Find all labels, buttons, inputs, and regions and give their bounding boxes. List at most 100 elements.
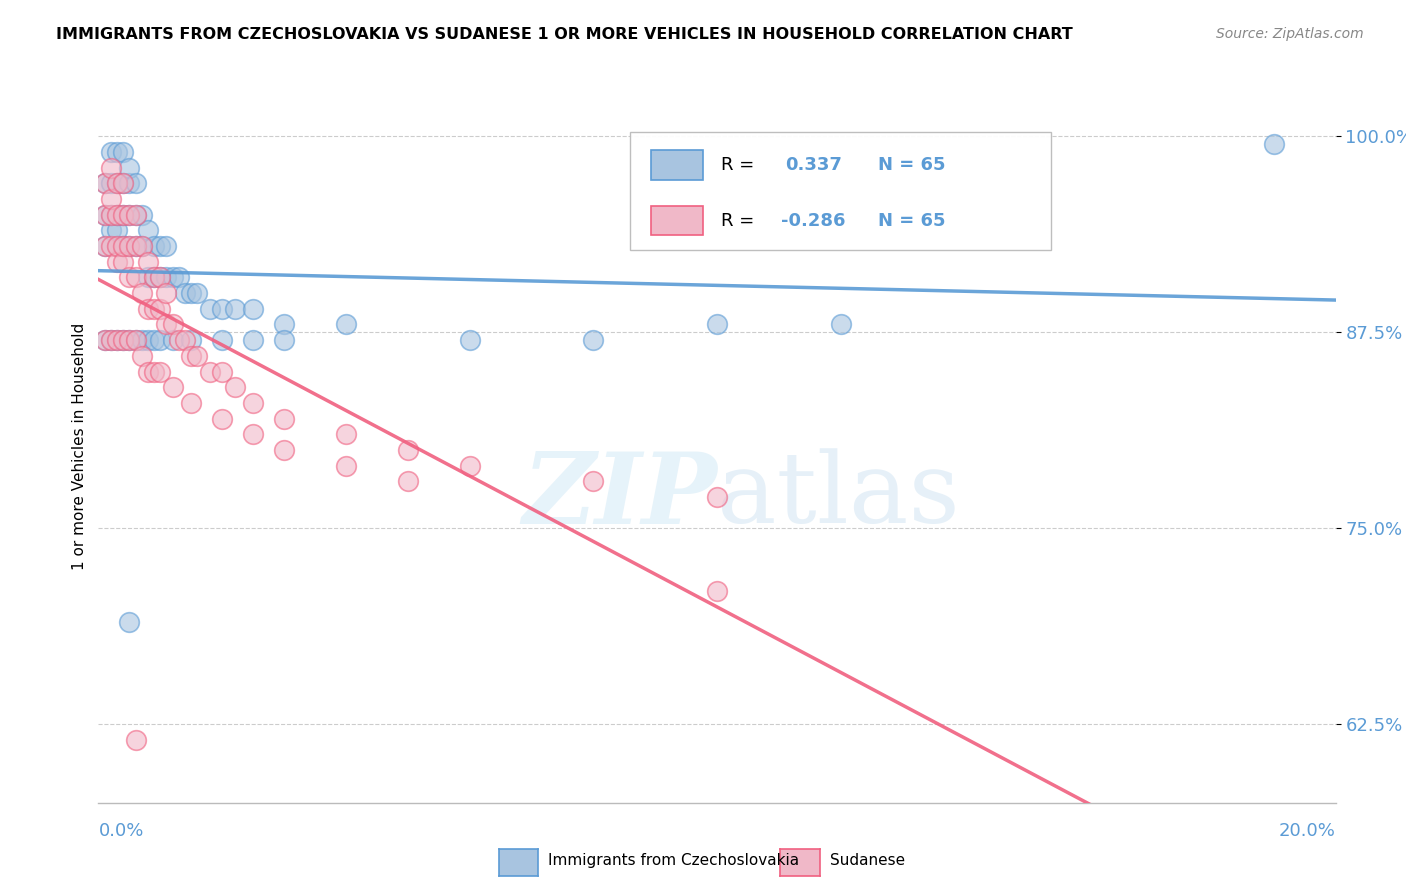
Point <box>93 176 115 190</box>
Point <box>830 318 852 332</box>
Point <box>112 239 135 253</box>
Point <box>112 176 135 190</box>
Point <box>131 239 153 253</box>
Point <box>124 333 146 347</box>
Point <box>1263 137 1285 152</box>
Point <box>149 301 172 316</box>
Point <box>458 458 481 473</box>
Point <box>582 475 605 489</box>
Point <box>143 270 166 285</box>
Point <box>273 442 295 457</box>
Point <box>112 239 135 253</box>
Point <box>105 176 128 190</box>
Point <box>100 176 122 190</box>
Point <box>180 286 202 301</box>
Text: Sudanese: Sudanese <box>830 854 904 868</box>
Point <box>155 318 177 332</box>
Text: 0.337: 0.337 <box>785 156 842 174</box>
Point <box>706 584 728 599</box>
Bar <box>651 205 703 235</box>
Point <box>211 301 233 316</box>
Point <box>105 333 128 347</box>
Point <box>105 239 128 253</box>
Point <box>149 333 172 347</box>
Point <box>112 176 135 190</box>
Point <box>112 145 135 159</box>
Text: 0.0%: 0.0% <box>98 822 143 839</box>
Point <box>155 286 177 301</box>
Point <box>105 145 128 159</box>
Point <box>105 223 128 237</box>
FancyBboxPatch shape <box>630 132 1052 250</box>
Point <box>136 254 159 268</box>
Point <box>273 318 295 332</box>
Point <box>186 349 208 363</box>
Point <box>100 223 122 237</box>
Point <box>131 286 153 301</box>
Point <box>118 176 141 190</box>
Point <box>131 349 153 363</box>
Point <box>112 208 135 222</box>
Point <box>118 239 141 253</box>
Point <box>149 270 172 285</box>
Point <box>93 208 115 222</box>
Point <box>136 364 159 378</box>
Point <box>93 239 115 253</box>
Point <box>118 333 141 347</box>
Point <box>112 254 135 268</box>
Point <box>335 458 357 473</box>
Point <box>105 208 128 222</box>
Point <box>242 301 264 316</box>
Point <box>100 192 122 206</box>
Point <box>136 301 159 316</box>
Point <box>396 475 419 489</box>
Point <box>162 333 184 347</box>
Point <box>100 208 122 222</box>
Point <box>273 333 295 347</box>
Point <box>242 396 264 410</box>
Point <box>136 333 159 347</box>
Point <box>149 364 172 378</box>
Point <box>396 442 419 457</box>
Point <box>124 733 146 747</box>
Point <box>162 380 184 394</box>
Text: -0.286: -0.286 <box>782 211 846 229</box>
Point <box>224 380 246 394</box>
Point <box>198 301 221 316</box>
Point <box>136 270 159 285</box>
Point <box>149 239 172 253</box>
Point <box>706 490 728 504</box>
Point <box>167 333 190 347</box>
Text: IMMIGRANTS FROM CZECHOSLOVAKIA VS SUDANESE 1 OR MORE VEHICLES IN HOUSEHOLD CORRE: IMMIGRANTS FROM CZECHOSLOVAKIA VS SUDANE… <box>56 27 1073 42</box>
Point <box>143 333 166 347</box>
Point <box>93 333 115 347</box>
Point <box>105 333 128 347</box>
Point <box>93 208 115 222</box>
Point <box>93 176 115 190</box>
Point <box>131 333 153 347</box>
Point <box>136 223 159 237</box>
Point <box>273 411 295 425</box>
Point <box>112 333 135 347</box>
Point <box>162 270 184 285</box>
Text: R =: R = <box>721 211 759 229</box>
Point <box>458 333 481 347</box>
Text: Immigrants from Czechoslovakia: Immigrants from Czechoslovakia <box>548 854 800 868</box>
Point <box>105 176 128 190</box>
Point <box>131 208 153 222</box>
Point <box>149 270 172 285</box>
Point <box>180 396 202 410</box>
Point <box>155 239 177 253</box>
Point <box>211 333 233 347</box>
Point <box>242 333 264 347</box>
Point <box>180 333 202 347</box>
Point <box>335 427 357 442</box>
Point <box>335 318 357 332</box>
Point <box>118 615 141 630</box>
Point <box>180 349 202 363</box>
Text: N = 65: N = 65 <box>877 156 945 174</box>
Point <box>112 208 135 222</box>
Point <box>155 270 177 285</box>
Point <box>124 239 146 253</box>
Point <box>118 239 141 253</box>
